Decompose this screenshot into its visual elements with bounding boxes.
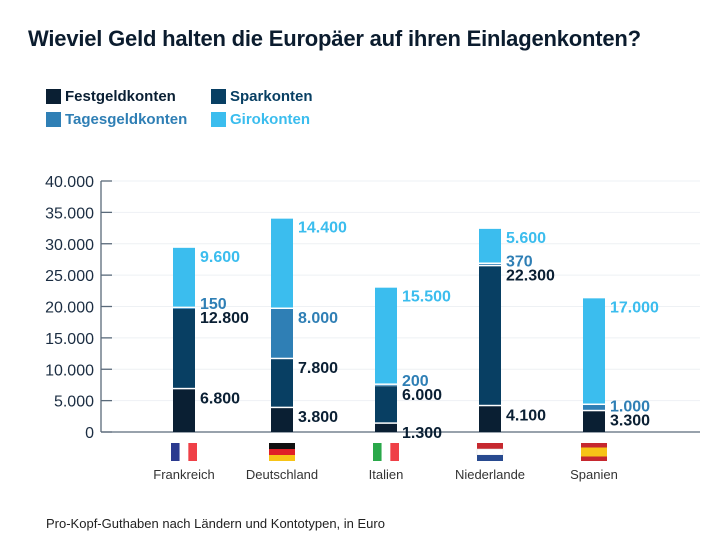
value-label: 3.800 xyxy=(298,409,338,426)
value-label: 4.100 xyxy=(506,407,546,424)
y-tick-label: 25.000 xyxy=(45,268,94,285)
flag-nl-icon xyxy=(476,443,504,461)
bar-segment-tagesgeldkonten xyxy=(583,405,605,410)
bar-segment-festgeldkonten xyxy=(271,408,293,432)
legend-item-festgeldkonten: Festgeldkonten xyxy=(46,88,176,105)
value-label: 14.400 xyxy=(298,220,347,237)
y-tick-label: 35.000 xyxy=(45,205,94,222)
category-label: Italien xyxy=(369,467,404,482)
y-tick-label: 20.000 xyxy=(45,300,94,317)
value-label: 1.300 xyxy=(402,425,442,442)
y-tick-label: 10.000 xyxy=(45,362,94,379)
value-label: 1.000 xyxy=(610,398,650,415)
bar-segment-sparkonten xyxy=(271,359,293,407)
bar-segment-girokonten xyxy=(375,287,397,384)
y-tick-label: 15.000 xyxy=(45,331,94,348)
value-label: 17.000 xyxy=(610,299,659,316)
bar-segment-sparkonten xyxy=(479,266,501,405)
legend-swatch xyxy=(211,89,226,104)
chart-title: Wieviel Geld halten die Europäer auf ihr… xyxy=(28,26,641,51)
value-label: 12.800 xyxy=(200,310,249,327)
legend-label: Girokonten xyxy=(230,111,311,128)
bar-segment-festgeldkonten xyxy=(479,406,501,432)
bar-segment-girokonten xyxy=(583,298,605,404)
legend-swatch xyxy=(46,89,61,104)
category-label: Spanien xyxy=(570,467,618,482)
legend-label: Tagesgeldkonten xyxy=(65,111,188,128)
value-label: 6.000 xyxy=(402,387,442,404)
legend-label: Festgeldkonten xyxy=(65,88,176,105)
legend-label: Sparkonten xyxy=(230,88,313,105)
bar-segment-tagesgeldkonten xyxy=(173,308,195,309)
bar-segment-tagesgeldkonten xyxy=(271,309,293,358)
legend-item-tagesgeldkonten: Tagesgeldkonten xyxy=(46,111,187,128)
value-label: 9.600 xyxy=(200,249,240,266)
legend-item-sparkonten: Sparkonten xyxy=(211,88,313,105)
category-label: Frankreich xyxy=(153,467,214,482)
bar-segment-girokonten xyxy=(271,218,293,308)
flag-de-icon xyxy=(269,443,295,461)
value-label: 3.300 xyxy=(610,412,650,429)
bar-segment-sparkonten xyxy=(173,309,195,388)
value-label: 22.300 xyxy=(506,267,555,284)
chart-caption: Pro-Kopf-Guthaben nach Ländern und Konto… xyxy=(46,516,385,531)
flag-es-icon xyxy=(581,443,607,461)
value-label: 8.000 xyxy=(298,310,338,327)
value-label: 370 xyxy=(506,253,533,270)
bar-segment-festgeldkonten xyxy=(583,411,605,432)
value-label: 7.800 xyxy=(298,360,338,377)
legend-swatch xyxy=(211,112,226,127)
value-label: 6.800 xyxy=(200,390,240,407)
y-tick-label: 5.000 xyxy=(54,394,94,411)
bar-segment-sparkonten xyxy=(375,386,397,423)
value-label: 15.500 xyxy=(402,289,451,306)
y-tick-label: 0 xyxy=(85,425,94,442)
category-label: Niederlande xyxy=(455,467,525,482)
flag-fr-icon xyxy=(171,443,197,461)
value-label: 200 xyxy=(402,373,429,390)
value-label: 150 xyxy=(200,296,227,313)
legend-item-girokonten: Girokonten xyxy=(211,111,310,128)
value-label: 5.600 xyxy=(506,230,546,247)
category-label: Deutschland xyxy=(246,467,318,482)
bar-segment-girokonten xyxy=(173,247,195,307)
y-tick-label: 40.000 xyxy=(45,174,94,191)
bar-segment-tagesgeldkonten xyxy=(479,264,501,265)
legend-swatch xyxy=(46,112,61,127)
bar-segment-festgeldkonten xyxy=(173,389,195,432)
y-tick-label: 30.000 xyxy=(45,237,94,254)
bar-segment-tagesgeldkonten xyxy=(375,384,397,386)
flag-it-icon xyxy=(373,443,399,461)
bar-segment-girokonten xyxy=(479,228,501,263)
bar-segment-festgeldkonten xyxy=(375,423,397,432)
